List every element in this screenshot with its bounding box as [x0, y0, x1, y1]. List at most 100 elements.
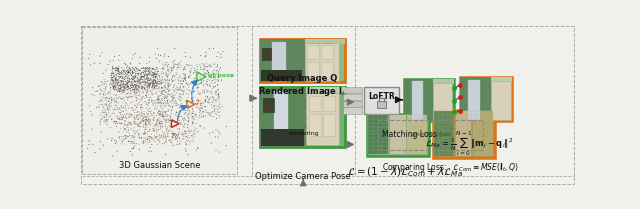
Point — [145, 120, 156, 123]
Point — [200, 99, 211, 102]
Point — [186, 114, 196, 117]
Point — [141, 61, 152, 65]
Point — [112, 122, 122, 125]
Point — [124, 81, 134, 85]
Point — [193, 146, 203, 149]
Point — [131, 115, 141, 118]
Point — [138, 86, 148, 90]
Point — [189, 128, 199, 132]
Point — [145, 128, 155, 131]
Point — [158, 93, 168, 96]
Point — [177, 122, 187, 126]
Point — [160, 86, 170, 89]
Point — [132, 97, 143, 100]
Point — [111, 70, 121, 74]
Point — [143, 99, 154, 102]
Bar — [377, 101, 386, 108]
Point — [177, 132, 188, 136]
Point — [133, 113, 143, 117]
Point — [202, 96, 212, 99]
Point — [122, 81, 132, 85]
Point — [207, 71, 218, 74]
Point — [162, 118, 172, 122]
Point — [189, 118, 199, 121]
Point — [113, 69, 124, 72]
Point — [156, 122, 166, 125]
Point — [107, 69, 117, 72]
Point — [142, 133, 152, 136]
Point — [126, 78, 136, 81]
Point — [155, 76, 165, 79]
Point — [172, 127, 182, 131]
Point — [125, 69, 135, 72]
Point — [184, 64, 195, 67]
Point — [127, 135, 137, 138]
Point — [108, 72, 118, 75]
Point — [152, 68, 163, 71]
Point — [127, 147, 137, 150]
Point — [179, 80, 189, 83]
Point — [132, 110, 143, 114]
Point — [157, 86, 167, 89]
Point — [130, 94, 140, 98]
Point — [117, 73, 127, 76]
Point — [116, 66, 127, 69]
Point — [176, 108, 186, 112]
Point — [151, 114, 161, 117]
Point — [187, 99, 197, 102]
Point — [145, 90, 155, 93]
Point — [116, 118, 127, 121]
Point — [106, 118, 116, 121]
Point — [101, 113, 111, 116]
Point — [127, 76, 138, 80]
Point — [140, 88, 150, 91]
Point — [141, 78, 152, 81]
Point — [168, 79, 178, 83]
Point — [175, 106, 185, 109]
Point — [182, 136, 193, 139]
Point — [99, 115, 109, 119]
Point — [103, 117, 113, 121]
Point — [107, 117, 117, 121]
Point — [180, 104, 190, 108]
Point — [111, 78, 121, 81]
Point — [162, 113, 172, 116]
Point — [110, 120, 120, 123]
Point — [214, 68, 225, 71]
Point — [164, 120, 174, 124]
Point — [117, 117, 127, 121]
Point — [135, 103, 145, 107]
Point — [126, 83, 136, 86]
Point — [155, 112, 165, 116]
Point — [191, 102, 201, 106]
Point — [111, 73, 121, 76]
Point — [96, 88, 106, 92]
Point — [134, 122, 145, 126]
Point — [95, 117, 106, 121]
Point — [124, 66, 134, 69]
Point — [148, 83, 159, 86]
Point — [134, 143, 144, 146]
Point — [98, 105, 108, 108]
Point — [184, 64, 194, 67]
Point — [147, 83, 157, 87]
Point — [130, 87, 140, 90]
Point — [150, 73, 160, 76]
Point — [157, 89, 168, 92]
Point — [159, 55, 170, 58]
Point — [115, 108, 125, 111]
Point — [157, 112, 167, 116]
Point — [209, 96, 219, 99]
Point — [111, 76, 121, 80]
Point — [102, 120, 113, 123]
Point — [207, 110, 218, 114]
Point — [150, 81, 161, 84]
Point — [157, 120, 167, 123]
Point — [156, 94, 166, 97]
Point — [106, 86, 116, 89]
Point — [196, 102, 206, 106]
Bar — [263, 98, 274, 112]
Point — [111, 99, 122, 103]
Point — [160, 110, 170, 113]
Point — [145, 73, 156, 76]
